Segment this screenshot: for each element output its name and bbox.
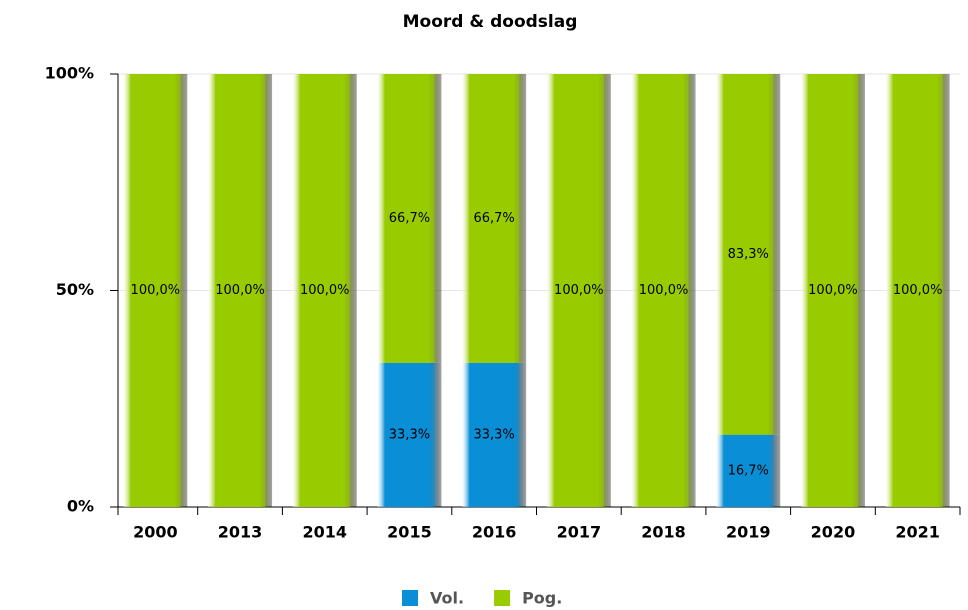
data-label: 33,3% [473, 427, 514, 442]
bar-segment-fill [469, 362, 520, 507]
data-label: 100,0% [893, 283, 943, 298]
x-tick-label: 2018 [641, 523, 686, 542]
data-label: 100,0% [554, 283, 604, 298]
data-label: 100,0% [639, 283, 689, 298]
legend-swatch [402, 590, 418, 606]
data-label: 33,3% [389, 427, 430, 442]
x-tick-label: 2014 [302, 523, 347, 542]
data-label: 100,0% [808, 283, 858, 298]
x-tick-label: 2021 [895, 523, 940, 542]
bar-segment-fill [638, 74, 689, 507]
data-label: 100,0% [215, 283, 265, 298]
data-label: 83,3% [728, 247, 769, 262]
x-tick-label: 2016 [472, 523, 517, 542]
bar-segment-fill [723, 434, 774, 507]
x-tick-label: 2019 [726, 523, 771, 542]
y-tick-label: 0% [67, 497, 94, 516]
data-label: 66,7% [473, 211, 514, 226]
data-label: 100,0% [131, 283, 181, 298]
y-tick-label: 50% [56, 280, 94, 299]
x-tick-label: 2015 [387, 523, 432, 542]
data-label: 66,7% [389, 211, 430, 226]
x-tick-label: 2013 [218, 523, 263, 542]
bar-segment-fill [130, 74, 181, 507]
bar-segment-fill [553, 74, 604, 507]
bar-segment-fill [384, 362, 435, 507]
bar-segment-fill [892, 74, 943, 507]
x-tick-label: 2017 [557, 523, 602, 542]
chart-title: Moord & doodslag [403, 12, 578, 32]
bar-segment-fill [469, 74, 520, 363]
bar-segment-fill [384, 74, 435, 363]
bar-segment-fill [299, 74, 350, 507]
legend-swatch [494, 590, 511, 606]
legend-label: Pog. [522, 589, 562, 608]
data-label: 100,0% [300, 283, 350, 298]
data-label: 16,7% [728, 463, 769, 478]
y-tick-label: 100% [45, 64, 94, 83]
legend-label: Vol. [430, 589, 464, 608]
bar-segment-fill [723, 74, 774, 435]
bar-segment-fill [215, 74, 266, 507]
bar-segment-fill [807, 74, 858, 507]
x-tick-label: 2000 [133, 523, 178, 542]
x-tick-label: 2020 [811, 523, 856, 542]
